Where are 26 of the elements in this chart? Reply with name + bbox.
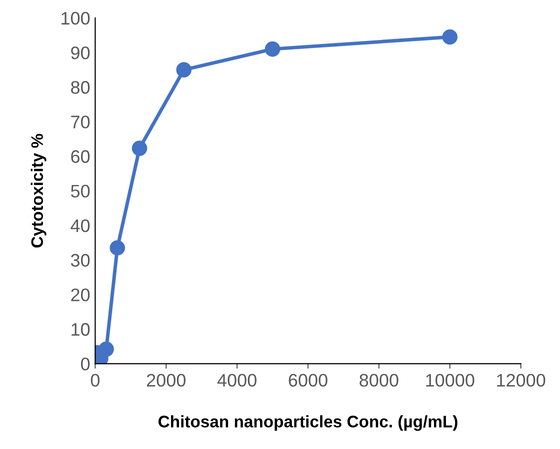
y-tick-label: 50: [70, 184, 90, 198]
point: [264, 41, 280, 57]
x-tick-label: 0: [90, 374, 100, 387]
y-tick-label: 10: [72, 323, 90, 336]
y-tick-label: 100: [62, 12, 90, 25]
y-tick-label: 60: [71, 150, 90, 163]
point: [98, 342, 114, 357]
x-tick-label: 6000: [288, 374, 328, 387]
point: [176, 62, 192, 78]
x-tick-label: 4000: [217, 374, 256, 387]
x-axis-title: Chitosan nanoparticles Conc. (µg/mL): [158, 415, 458, 431]
point: [442, 29, 458, 45]
y-tick-label: 90: [71, 46, 90, 60]
x-tick-label: 10000: [426, 374, 474, 387]
y-tick-label: 30: [70, 254, 90, 267]
y-axis-title: Cytotoxicity %: [30, 134, 46, 248]
point: [132, 140, 148, 156]
x-tick-label: 2000: [146, 374, 186, 387]
y-tick-label: 20: [71, 288, 90, 302]
x-tick-label: 8000: [360, 374, 398, 387]
y-tick-label: 80: [71, 81, 90, 94]
y-tick-label: 0: [81, 358, 90, 370]
point: [110, 240, 126, 256]
y-tick-label: 40: [70, 219, 90, 232]
x-tick-label: 12000: [497, 374, 546, 387]
y-tick-label: 70: [71, 116, 90, 128]
